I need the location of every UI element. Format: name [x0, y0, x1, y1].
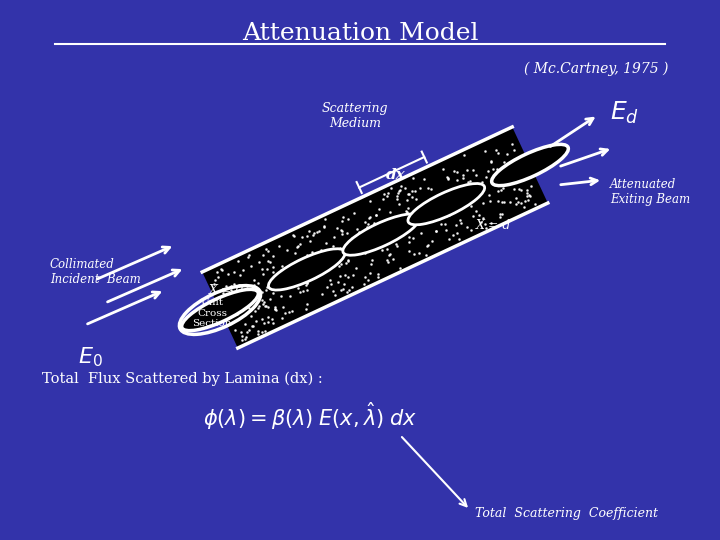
Text: Attenuation Model: Attenuation Model — [242, 22, 478, 45]
Text: Attenuated
Exiting Beam: Attenuated Exiting Beam — [610, 178, 690, 206]
Text: Total  Scattering  Coefficient: Total Scattering Coefficient — [475, 507, 658, 519]
Text: Unit
Cross
Section: Unit Cross Section — [192, 298, 232, 328]
Ellipse shape — [408, 184, 485, 225]
Text: $E_d$: $E_d$ — [610, 100, 639, 126]
Ellipse shape — [269, 249, 345, 290]
Ellipse shape — [181, 289, 258, 330]
Text: Scattering
Medium: Scattering Medium — [322, 102, 388, 130]
Text: X = d: X = d — [477, 219, 512, 232]
Text: $\phi(\lambda) = \beta(\lambda)\;  E(x, \hat{\lambda})\;  dx$: $\phi(\lambda) = \beta(\lambda)\; E(x, \… — [203, 400, 417, 431]
Ellipse shape — [492, 144, 568, 186]
Text: Total  Flux Scattered by Lamina (dx) :: Total Flux Scattered by Lamina (dx) : — [42, 372, 323, 387]
Text: ( Mc.Cartney, 1975 ): ( Mc.Cartney, 1975 ) — [523, 62, 668, 76]
Text: X = 0: X = 0 — [209, 284, 244, 298]
Polygon shape — [202, 127, 548, 348]
Text: $E_0$: $E_0$ — [78, 345, 103, 369]
Ellipse shape — [343, 214, 420, 255]
Text: Collimated
Incident  Beam: Collimated Incident Beam — [50, 258, 140, 286]
Text: dx: dx — [386, 167, 405, 181]
